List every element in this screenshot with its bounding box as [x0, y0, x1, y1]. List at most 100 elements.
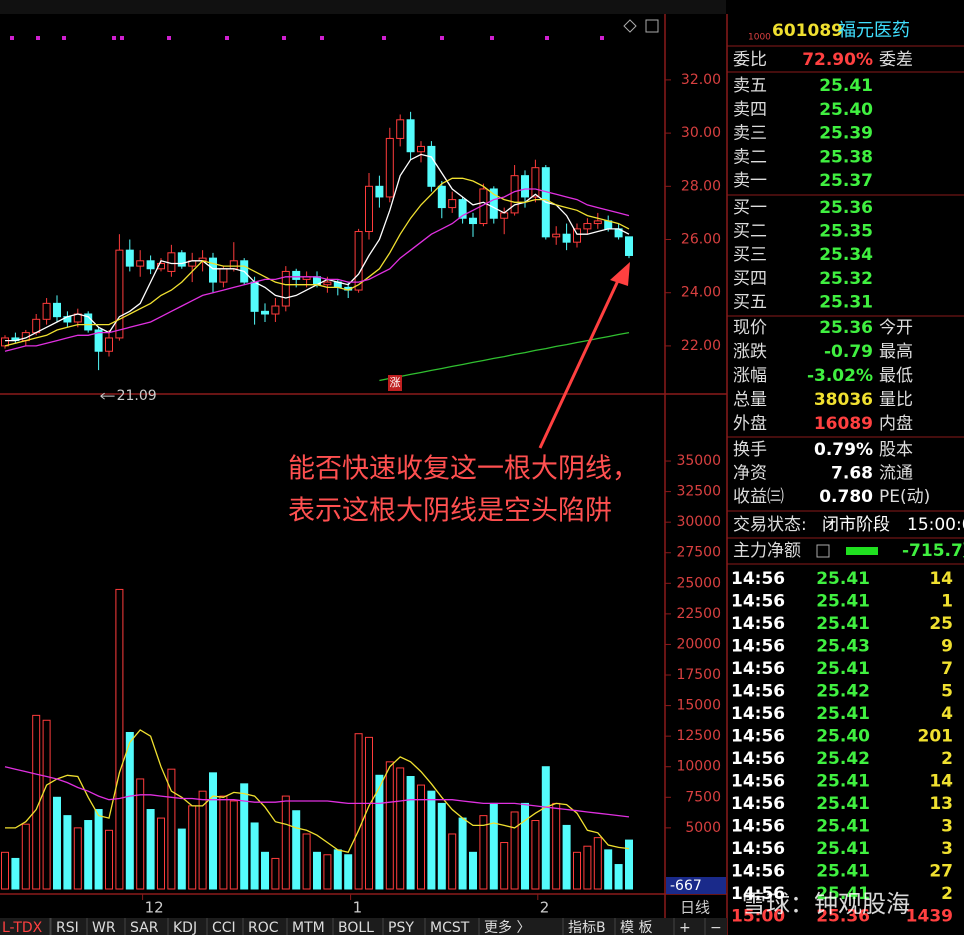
quote-value: 25.36	[819, 198, 873, 218]
stock-name: 福元医药	[838, 20, 910, 41]
volume-bar	[531, 820, 540, 890]
volume-bar	[125, 731, 134, 890]
tick-time: 14:56	[731, 772, 785, 792]
tab[interactable]: −	[710, 920, 722, 935]
y-tick-label: 12500	[676, 728, 721, 744]
tab[interactable]: RSI	[56, 920, 79, 935]
volume-bar	[42, 719, 51, 890]
volume-bar	[510, 811, 519, 890]
volume-bar	[177, 828, 186, 890]
candle-body	[385, 137, 394, 198]
quote-label: 涨跌	[733, 342, 767, 362]
tick-price: 25.41	[816, 592, 870, 612]
tick-time: 14:56	[731, 727, 785, 747]
quote-label: 量比	[879, 390, 913, 410]
quote-value: 0.780	[819, 487, 873, 507]
volume-bar	[469, 851, 477, 890]
tab[interactable]: CCI	[212, 920, 236, 935]
quote-label: 卖二	[733, 147, 767, 167]
candle-body	[427, 145, 436, 187]
ma-line	[4, 177, 630, 347]
quote-label: 卖四	[733, 100, 767, 120]
quote-label: 外盘	[733, 414, 767, 434]
rise-marker: 涨	[390, 376, 401, 389]
volume-bar	[73, 827, 82, 890]
tick-price: 25.41	[816, 704, 870, 724]
candle-body	[323, 281, 332, 286]
tick-volume: 14	[929, 569, 953, 589]
quote-label: 卖一	[733, 171, 767, 191]
window-icon[interactable]	[645, 19, 659, 33]
tab[interactable]: MTM	[292, 920, 325, 935]
volume-bar	[625, 839, 633, 890]
volume-bar	[240, 783, 249, 890]
tick-price: 25.43	[816, 637, 870, 657]
y-tick-label: 35000	[676, 453, 721, 469]
watermark: 雪球：钟观股海	[742, 890, 910, 918]
y-tick-label: 30000	[676, 514, 721, 530]
volume-bar	[261, 851, 269, 890]
candle-body	[375, 185, 384, 198]
quote-value: 25.39	[819, 124, 873, 144]
y-tick-label: 25000	[676, 575, 721, 591]
tick-volume: 3	[941, 839, 953, 859]
tick-time: 14:56	[731, 862, 785, 882]
volume-bar	[84, 820, 93, 890]
volume-bar	[105, 829, 113, 890]
tab[interactable]: ROC	[248, 920, 279, 935]
volume-bar	[302, 833, 311, 890]
status-label: 交易状态:	[733, 515, 807, 535]
candle-body	[593, 220, 602, 225]
tab[interactable]: KDJ	[173, 920, 197, 935]
volume-bar	[198, 790, 207, 890]
diamond-icon[interactable]	[623, 19, 637, 33]
ma-line	[379, 331, 630, 382]
volume-bar	[479, 815, 488, 890]
tick-volume: 13	[929, 794, 953, 814]
tick-price: 25.41	[816, 614, 870, 634]
candle-body	[146, 260, 155, 270]
annotation-line: 表示这根大阴线是空头陷阱	[288, 496, 612, 527]
tab[interactable]: SAR	[130, 920, 159, 935]
quote-label: 买四	[733, 269, 767, 289]
tab[interactable]: +	[679, 920, 691, 935]
period-label[interactable]: 日线	[680, 899, 710, 917]
tick-volume: 2	[941, 749, 953, 769]
quote-label: 委比	[733, 50, 767, 70]
top-strip	[0, 0, 726, 14]
tab[interactable]: WR	[92, 920, 116, 935]
cursor-box	[666, 877, 726, 894]
x-tick-label: 1	[353, 899, 363, 917]
tab[interactable]: L-TDX	[2, 920, 43, 935]
volume-bar	[541, 766, 550, 890]
quote-label: 买一	[733, 198, 767, 218]
volume-bar	[292, 810, 301, 890]
tick-price: 25.42	[816, 682, 870, 702]
quote-value: 25.31	[819, 292, 873, 312]
quote-value: 25.37	[819, 171, 873, 191]
volume-bar	[614, 864, 623, 890]
tick-price: 25.41	[816, 772, 870, 792]
tab[interactable]: PSY	[388, 920, 414, 935]
tab[interactable]: MCST	[430, 920, 470, 935]
volume-bar	[219, 795, 228, 890]
candle-body	[417, 145, 425, 153]
quote-value: 25.38	[819, 147, 873, 167]
quote-value: 38036	[814, 390, 873, 410]
tick-time: 14:56	[731, 794, 785, 814]
tab[interactable]: 模 板	[620, 920, 652, 935]
tick-volume: 5	[941, 682, 953, 702]
quote-label: 总量	[733, 390, 767, 410]
tick-volume: 27	[929, 862, 953, 882]
volume-bar	[354, 733, 363, 890]
tab[interactable]: BOLL	[338, 920, 374, 935]
quote-value: 0.79%	[814, 440, 873, 460]
candle-body	[562, 233, 571, 243]
y-tick-label: 15000	[676, 698, 721, 714]
tick-time: 14:56	[731, 592, 785, 612]
tab[interactable]: 指标B	[568, 920, 606, 935]
volume-bar	[604, 849, 613, 890]
candle-body	[167, 252, 176, 272]
tab[interactable]: 更多 〉	[484, 919, 530, 935]
candle-body	[115, 249, 124, 339]
